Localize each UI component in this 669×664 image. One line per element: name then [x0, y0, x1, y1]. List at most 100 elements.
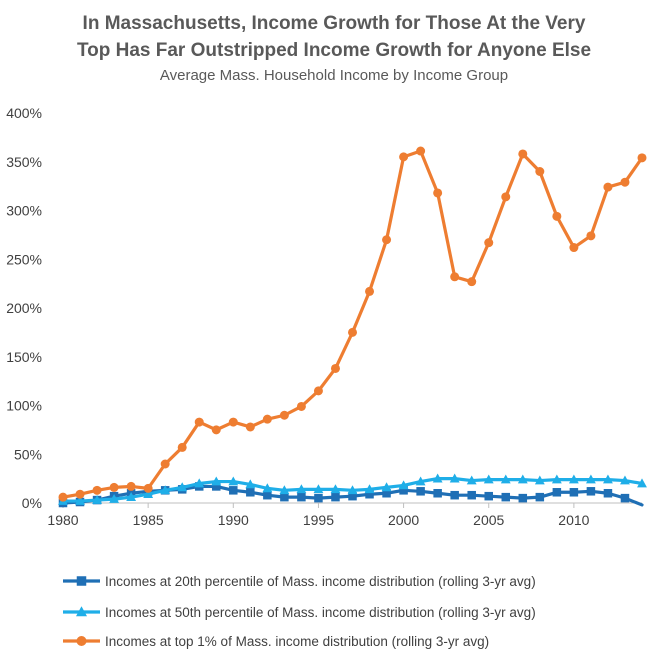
data-point: [518, 149, 528, 159]
data-point: [450, 490, 459, 500]
chart-subtitle: Average Mass. Household Income by Income…: [160, 67, 508, 84]
x-tick-label: 2005: [473, 512, 504, 528]
series-2: [58, 473, 647, 505]
data-point: [330, 363, 340, 373]
legend-marker: [75, 606, 88, 617]
data-point: [92, 494, 102, 504]
data-point: [348, 491, 357, 501]
data-point: [126, 481, 136, 491]
data-point: [501, 192, 511, 202]
data-point: [399, 486, 408, 495]
data-point: [518, 493, 528, 503]
data-point: [534, 475, 545, 485]
y-tick-label: 0%: [22, 495, 42, 511]
x-tick-label: 1990: [218, 512, 249, 528]
data-point: [212, 482, 221, 491]
data-point: [143, 483, 153, 493]
y-tick-label: 100%: [6, 398, 42, 414]
data-point: [382, 489, 391, 498]
data-point: [483, 474, 494, 484]
data-point: [466, 475, 477, 485]
data-point: [501, 492, 511, 502]
data-point: [314, 493, 323, 503]
data-point: [620, 177, 630, 187]
data-point: [585, 474, 596, 484]
data-point: [279, 410, 289, 420]
data-point: [297, 492, 306, 502]
data-point: [280, 492, 289, 502]
data-point: [364, 484, 375, 494]
data-point: [109, 494, 120, 503]
legend-label: Incomes at 20th percentile of Mass. inco…: [105, 574, 536, 589]
x-tick-label: 1980: [47, 512, 78, 528]
y-tick-label: 250%: [6, 251, 42, 267]
data-point: [262, 414, 272, 424]
data-point: [365, 489, 374, 499]
legend-label: Incomes at 50th percentile of Mass. inco…: [105, 605, 536, 620]
data-point: [296, 484, 307, 494]
x-tick-label: 1985: [133, 512, 164, 528]
x-tick-label: 1995: [303, 512, 334, 528]
data-point: [637, 478, 647, 488]
data-point: [92, 485, 102, 495]
data-point: [620, 475, 630, 485]
legend-marker: [76, 636, 87, 646]
y-tick-label: 200%: [6, 300, 42, 316]
data-point: [552, 488, 562, 497]
data-point: [313, 484, 324, 494]
data-point: [603, 182, 613, 192]
data-point: [296, 401, 306, 411]
data-point: [194, 417, 204, 427]
data-point: [620, 493, 630, 503]
data-point: [433, 489, 442, 498]
data-point: [109, 482, 119, 492]
data-point: [211, 476, 222, 486]
data-point: [279, 485, 290, 495]
data-point: [348, 327, 357, 337]
data-point: [160, 459, 170, 469]
data-point: [450, 272, 460, 282]
data-point: [365, 286, 375, 296]
legend-label: Incomes at top 1% of Mass. income distri…: [105, 634, 489, 649]
data-point: [637, 153, 647, 163]
plot-area: [58, 146, 647, 508]
data-point: [467, 490, 476, 500]
data-point: [569, 243, 579, 253]
data-point: [603, 474, 613, 484]
data-point: [432, 473, 443, 483]
y-axis: 0% 50% 100% 150% 200% 250% 300% 350% 400%: [6, 105, 42, 511]
y-tick-label: 350%: [6, 154, 42, 170]
legend-item: Incomes at 50th percentile of Mass. inco…: [63, 605, 536, 620]
data-point: [331, 492, 340, 502]
legend-marker: [76, 576, 87, 586]
data-point: [382, 235, 392, 245]
data-point: [586, 487, 596, 496]
data-point: [245, 422, 255, 432]
data-point: [449, 473, 460, 483]
data-point: [177, 482, 188, 492]
data-point: [552, 211, 562, 221]
data-point: [535, 492, 545, 502]
data-point: [75, 489, 85, 499]
data-point: [262, 483, 273, 493]
data-point: [381, 482, 392, 492]
data-point: [228, 476, 239, 486]
y-tick-label: 300%: [6, 203, 42, 219]
data-point: [535, 167, 545, 176]
legend-item: Incomes at 20th percentile of Mass. inco…: [63, 574, 536, 589]
data-point: [551, 474, 562, 484]
data-point: [246, 488, 255, 497]
data-point: [143, 489, 154, 499]
data-point: [517, 474, 528, 484]
data-point: [245, 479, 256, 489]
data-point: [467, 277, 477, 287]
data-point: [415, 476, 426, 486]
data-point: [416, 487, 425, 496]
data-point: [126, 492, 137, 501]
data-point: [399, 152, 409, 162]
data-point: [58, 492, 68, 502]
data-point: [586, 231, 596, 241]
data-point: [160, 485, 171, 495]
data-point: [484, 238, 494, 248]
